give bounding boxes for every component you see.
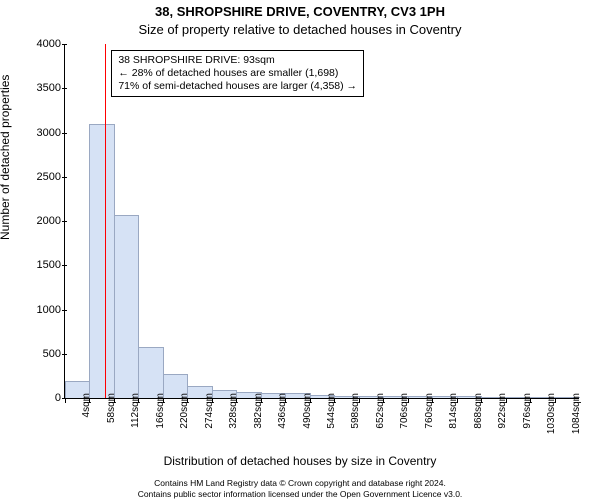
x-tick-label: 814sqm — [448, 393, 459, 429]
y-tick-label: 500 — [23, 348, 61, 360]
plot-area: 38 SHROPSHIRE DRIVE: 93sqm ← 28% of deta… — [64, 44, 579, 399]
x-tick-label: 598sqm — [350, 393, 361, 429]
x-tick-label: 868sqm — [473, 393, 484, 429]
x-tick-label: 1030sqm — [546, 393, 557, 434]
property-size-histogram: 38, SHROPSHIRE DRIVE, COVENTRY, CV3 1PH … — [0, 0, 600, 500]
y-tick-label: 3500 — [23, 82, 61, 94]
x-tick-label: 760sqm — [424, 393, 435, 429]
x-tick-label: 1084sqm — [571, 393, 582, 434]
legend-line-address: 38 SHROPSHIRE DRIVE: 93sqm — [118, 54, 357, 67]
y-tick-label: 4000 — [23, 38, 61, 50]
histogram-bar — [138, 347, 163, 398]
y-tick-label: 3000 — [23, 127, 61, 139]
x-tick-label: 544sqm — [326, 393, 337, 429]
legend-box: 38 SHROPSHIRE DRIVE: 93sqm ← 28% of deta… — [111, 50, 364, 97]
x-tick-label: 274sqm — [204, 393, 215, 429]
y-tick-label: 0 — [23, 392, 61, 404]
footer-line-2: Contains public sector information licen… — [0, 489, 600, 500]
chart-title-main: 38, SHROPSHIRE DRIVE, COVENTRY, CV3 1PH — [0, 4, 600, 19]
x-tick-label: 706sqm — [399, 393, 410, 429]
chart-title-sub: Size of property relative to detached ho… — [0, 22, 600, 37]
x-tick-label: 490sqm — [302, 393, 313, 429]
y-tick-label: 1000 — [23, 304, 61, 316]
footer-line-1: Contains HM Land Registry data © Crown c… — [0, 478, 600, 489]
x-tick-label: 112sqm — [130, 393, 141, 428]
x-tick-label: 436sqm — [277, 393, 288, 429]
x-tick-label: 976sqm — [522, 393, 533, 429]
legend-line-larger: 71% of semi-detached houses are larger (… — [118, 80, 357, 93]
y-axis-label: Number of detached properties — [0, 75, 12, 240]
histogram-bar — [89, 124, 114, 398]
x-tick-label: 328sqm — [228, 393, 239, 429]
x-tick-label: 220sqm — [179, 393, 190, 429]
y-tick-label: 2000 — [23, 215, 61, 227]
x-tick-label: 652sqm — [375, 393, 386, 429]
legend-line-smaller: ← 28% of detached houses are smaller (1,… — [118, 67, 357, 80]
x-tick-label: 382sqm — [253, 393, 264, 429]
x-tick-label: 166sqm — [155, 393, 166, 429]
x-tick-label: 922sqm — [497, 393, 508, 429]
y-tick-label: 2500 — [23, 171, 61, 183]
property-marker-line — [105, 44, 106, 398]
x-axis-label: Distribution of detached houses by size … — [0, 454, 600, 468]
footer-attribution: Contains HM Land Registry data © Crown c… — [0, 478, 600, 500]
histogram-bar — [114, 215, 139, 398]
y-tick-label: 1500 — [23, 259, 61, 271]
